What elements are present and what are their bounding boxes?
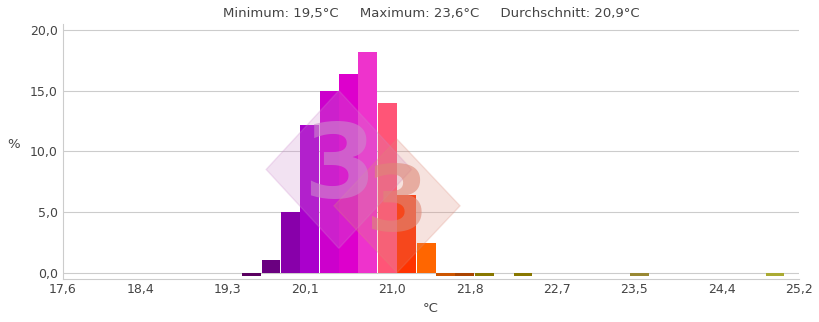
Title: Minimum: 19,5°C     Maximum: 23,6°C     Durchschnitt: 20,9°C: Minimum: 19,5°C Maximum: 23,6°C Durchsch… — [222, 7, 639, 20]
Text: 3: 3 — [302, 119, 374, 220]
Bar — [378, 103, 396, 273]
Polygon shape — [266, 90, 411, 248]
X-axis label: °C: °C — [423, 302, 438, 315]
Bar — [513, 273, 532, 276]
Polygon shape — [333, 139, 459, 273]
Bar — [455, 273, 473, 276]
Bar — [396, 195, 415, 273]
Bar — [474, 273, 493, 276]
Bar — [416, 243, 435, 273]
Bar — [300, 125, 319, 273]
Text: 3: 3 — [365, 162, 428, 250]
Bar — [319, 90, 338, 273]
Bar — [242, 273, 260, 276]
Bar — [261, 260, 280, 273]
Bar — [629, 273, 648, 276]
Bar — [339, 74, 358, 273]
Bar — [436, 273, 455, 276]
Bar — [358, 52, 377, 273]
Bar — [765, 273, 784, 276]
Y-axis label: %: % — [7, 138, 20, 151]
Bar — [281, 212, 300, 273]
